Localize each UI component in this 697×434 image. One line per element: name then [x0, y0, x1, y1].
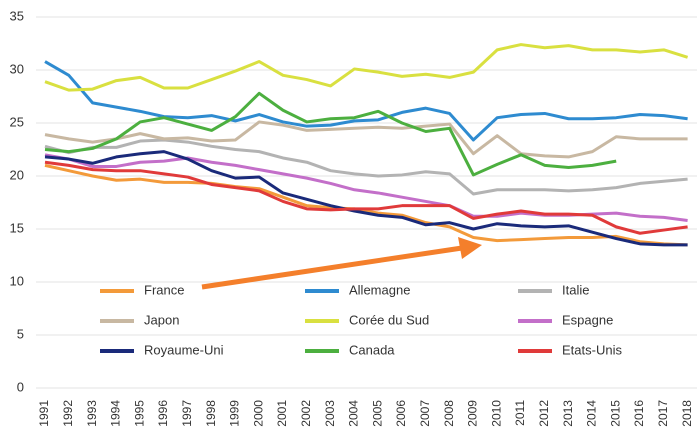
- y-tick-label: 10: [10, 273, 24, 288]
- arrow-head: [458, 237, 482, 259]
- x-tick-label: 1994: [109, 400, 123, 427]
- annotation-arrow: [201, 237, 482, 290]
- x-tick-label: 1993: [85, 400, 99, 427]
- legend-label: Italie: [562, 282, 589, 297]
- y-tick-label: 25: [10, 114, 24, 129]
- x-tick-label: 2001: [275, 400, 289, 427]
- x-tick-label: 2010: [489, 400, 503, 427]
- x-tick-label: 1999: [228, 400, 242, 427]
- series-line: [44, 160, 688, 235]
- x-tick-label: 1996: [156, 400, 170, 427]
- y-tick-label: 30: [10, 61, 24, 76]
- x-tick-label: 2017: [656, 400, 670, 427]
- x-tick-label: 1992: [61, 400, 75, 427]
- x-tick-label: 1997: [180, 400, 194, 427]
- arrow-shaft: [201, 245, 463, 290]
- legend-label: Espagne: [562, 312, 613, 327]
- x-tick-label: 2012: [537, 400, 551, 427]
- y-tick-label: 5: [17, 326, 24, 341]
- x-tick-label: 1995: [132, 400, 146, 427]
- x-tick-label: 1991: [37, 400, 51, 427]
- x-tick-label: 2006: [394, 400, 408, 427]
- series-line: [44, 120, 688, 159]
- series-line: [44, 60, 688, 142]
- x-tick-label: 2003: [323, 400, 337, 427]
- y-tick-label: 0: [17, 379, 24, 394]
- legend-label: Japon: [144, 312, 179, 327]
- x-tick-label: 2002: [299, 400, 313, 427]
- legend-label: Allemagne: [349, 282, 410, 297]
- legend-label: France: [144, 282, 184, 297]
- x-tick-label: 2011: [513, 400, 527, 426]
- x-tick-label: 2005: [370, 400, 384, 427]
- y-tick-label: 35: [10, 8, 24, 23]
- legend-label: Etats-Unis: [562, 342, 622, 357]
- x-tick-label: 2014: [585, 400, 599, 427]
- x-tick-label: 2015: [608, 400, 622, 427]
- x-tick-label: 2007: [418, 400, 432, 427]
- series-line: [44, 91, 617, 177]
- x-tick-label: 2008: [442, 400, 456, 427]
- series-line: [44, 163, 688, 247]
- legend-label: Corée du Sud: [349, 312, 429, 327]
- series-line: [44, 138, 688, 196]
- series-line: [44, 150, 688, 247]
- x-tick-label: 1998: [204, 400, 218, 427]
- legend-label: Canada: [349, 342, 395, 357]
- x-tick-label: 2009: [466, 400, 480, 427]
- legend-label: Royaume-Uni: [144, 342, 224, 357]
- x-tick-label: 2018: [680, 400, 694, 427]
- y-tick-label: 20: [10, 167, 24, 182]
- x-tick-label: 2013: [561, 400, 575, 427]
- y-tick-label: 15: [10, 220, 24, 235]
- series-line: [44, 43, 689, 92]
- x-tick-label: 2004: [347, 400, 361, 427]
- x-tick-label: 2000: [251, 400, 265, 427]
- x-tick-label: 2016: [632, 400, 646, 427]
